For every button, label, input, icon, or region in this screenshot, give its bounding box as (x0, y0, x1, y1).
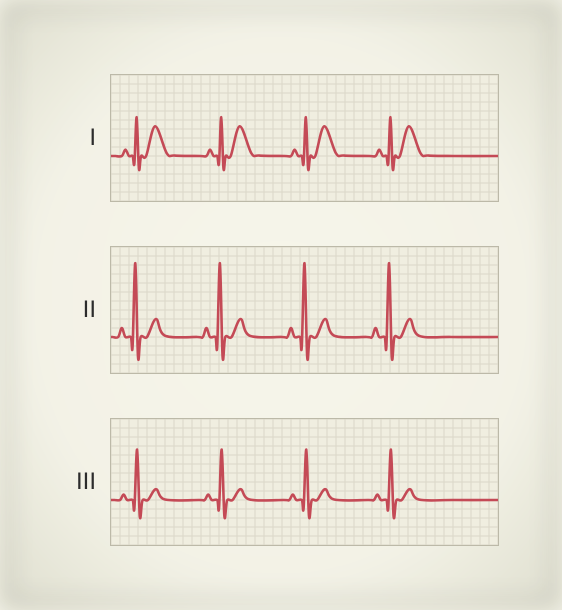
ecg-strip (110, 246, 499, 374)
ecg-strip-row: I (62, 74, 499, 202)
lead-label: I (62, 124, 110, 152)
lead-label: III (62, 468, 110, 496)
ecg-grid (111, 75, 498, 201)
ecg-grid (111, 419, 498, 545)
ecg-strip-row: II (62, 246, 499, 374)
ecg-strip (110, 418, 499, 546)
ecg-strip (110, 74, 499, 202)
lead-label: II (62, 296, 110, 324)
ecg-strip-row: III (62, 418, 499, 546)
ecg-grid (111, 247, 498, 373)
ecg-figure: IIIIII (0, 0, 562, 610)
ecg-strips-container: IIIIII (62, 74, 499, 546)
